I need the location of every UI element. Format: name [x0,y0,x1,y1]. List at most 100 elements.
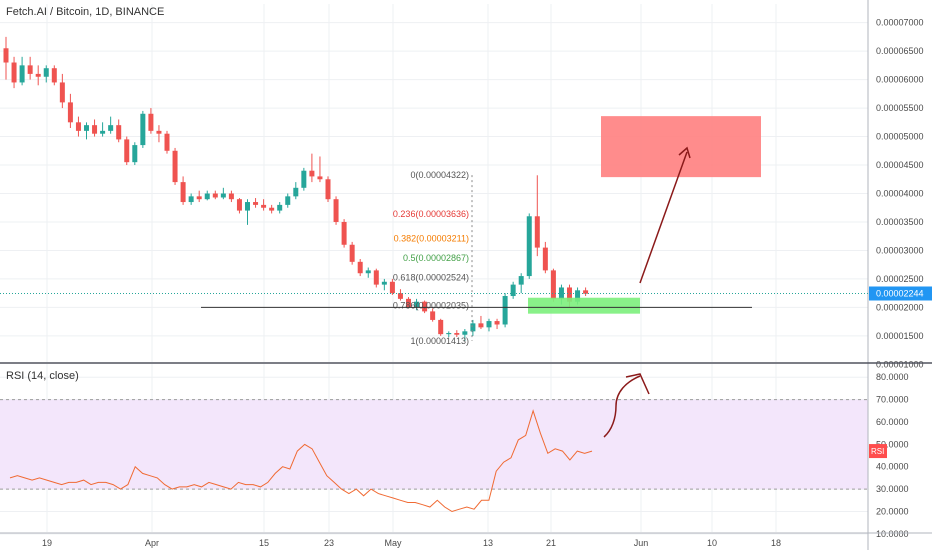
candle[interactable] [204,190,210,201]
candle-body [132,145,138,163]
candle[interactable] [534,175,540,257]
candle[interactable] [365,267,371,278]
candle[interactable] [301,167,307,191]
candle[interactable] [59,73,65,109]
candle[interactable] [333,196,339,225]
candle-body [550,270,556,299]
candle[interactable] [75,116,81,137]
candle[interactable] [542,241,548,274]
candle[interactable] [349,241,355,265]
candle[interactable] [27,56,33,80]
candle[interactable] [220,187,226,200]
candle-body [180,182,186,203]
candle[interactable] [172,147,178,185]
candle-body [67,102,73,123]
candle[interactable] [156,125,162,143]
candle[interactable] [285,193,291,208]
candle[interactable] [148,108,154,134]
candle-body [309,170,315,177]
rsi-pane[interactable] [0,399,868,513]
candle[interactable] [92,119,98,137]
candle[interactable] [269,204,275,214]
candle[interactable] [108,116,114,134]
candle[interactable] [212,190,218,200]
candle[interactable] [84,122,89,140]
candle[interactable] [228,190,234,203]
candle[interactable] [470,319,476,336]
candle-body [518,276,524,285]
candle[interactable] [494,318,500,330]
candle[interactable] [414,298,420,311]
candle[interactable] [357,258,363,277]
candle-body [140,113,146,146]
candle[interactable] [196,190,202,203]
y-tick-label: 0.00001500 [876,331,924,341]
price-pane[interactable] [3,36,589,342]
candle-body [317,176,323,180]
candle[interactable] [446,331,452,338]
candle[interactable] [261,199,267,211]
support-zone[interactable] [528,297,640,314]
candle[interactable] [140,110,146,148]
candle[interactable] [124,136,130,166]
fib-level-label: 0.382(0.00003211) [394,233,469,243]
candle[interactable] [236,198,242,214]
candle-body [43,68,49,77]
candle-body [397,293,403,299]
candle[interactable] [583,287,589,297]
candle[interactable] [253,198,259,208]
candle[interactable] [180,176,186,205]
candle[interactable] [341,219,347,248]
candle[interactable] [3,36,9,80]
candle[interactable] [164,130,170,154]
candle[interactable] [19,56,25,86]
candle[interactable] [245,199,250,225]
candle-body [333,199,339,222]
candle[interactable] [277,202,283,214]
candle[interactable] [373,268,379,288]
candle[interactable] [325,176,331,203]
candle[interactable] [51,65,57,86]
candle[interactable] [188,193,194,205]
y-tick-label: 0.00005500 [876,103,924,113]
candle[interactable] [462,329,468,342]
candle[interactable] [132,142,138,166]
candle-body [502,296,508,325]
candle[interactable] [43,65,49,83]
candle[interactable] [381,278,387,291]
rsi-y-tick-label: 80.0000 [876,372,909,382]
candle[interactable] [100,122,106,137]
candle[interactable] [478,315,484,330]
candle-body [277,204,283,211]
candle[interactable] [116,119,122,143]
candle[interactable] [35,65,41,86]
candle-body [446,333,452,335]
candle[interactable] [67,93,73,129]
candle[interactable] [550,268,556,302]
candle[interactable] [454,330,460,338]
candle[interactable] [486,318,492,332]
fib-level-label: 0.236(0.00003636) [393,209,469,219]
candle-body [245,202,250,211]
y-tick-label: 0.00002000 [876,302,924,312]
candle[interactable] [510,281,516,299]
y-tick-label: 0.00003000 [876,245,924,255]
candle-body [470,323,476,332]
candle[interactable] [293,182,299,200]
candle[interactable] [406,297,411,309]
candle[interactable] [317,156,323,183]
candle[interactable] [422,300,428,314]
candle[interactable] [438,318,444,336]
candle-body [381,281,387,285]
candle[interactable] [389,278,395,295]
candle[interactable] [309,153,315,183]
fib-level-label: 0(0.00004322) [410,170,469,180]
candle-body [27,65,33,74]
candle[interactable] [526,213,532,279]
candle[interactable] [430,308,436,322]
candle[interactable] [397,289,403,301]
candle[interactable] [502,293,508,328]
fib-level-label: 0.5(0.00002867) [403,253,469,263]
candle[interactable] [11,56,17,89]
candle[interactable] [518,273,524,294]
